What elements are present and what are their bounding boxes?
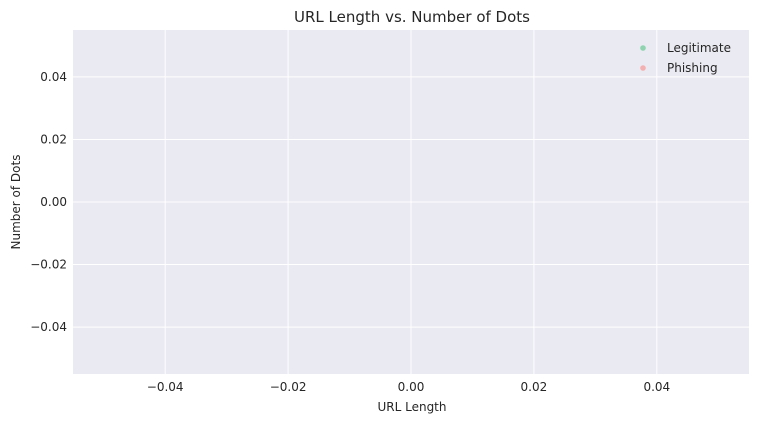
legend-label: Phishing <box>667 61 718 75</box>
legend-label: Legitimate <box>667 41 731 55</box>
y-tick-label: 0.00 <box>40 195 67 209</box>
x-tick-label: 0.04 <box>643 380 670 394</box>
legend-marker <box>640 65 646 71</box>
grid-lines <box>73 30 749 374</box>
legend: Legitimate Phishing <box>640 41 731 75</box>
y-tick-label: −0.04 <box>30 320 67 334</box>
y-axis-label: Number of Dots <box>9 155 23 250</box>
y-tick-label: 0.04 <box>40 70 67 84</box>
y-axis-ticks: −0.04 −0.02 0.00 0.02 0.04 <box>30 70 67 334</box>
chart-title: URL Length vs. Number of Dots <box>294 8 530 26</box>
y-tick-label: 0.02 <box>40 132 67 146</box>
x-axis-label: URL Length <box>377 400 446 414</box>
legend-marker <box>640 45 646 51</box>
x-axis-ticks: −0.04 −0.02 0.00 0.02 0.04 <box>147 380 670 394</box>
x-tick-label: 0.00 <box>398 380 425 394</box>
x-tick-label: 0.02 <box>521 380 548 394</box>
y-tick-label: −0.02 <box>30 258 67 272</box>
x-tick-label: −0.02 <box>270 380 307 394</box>
x-tick-label: −0.04 <box>147 380 184 394</box>
